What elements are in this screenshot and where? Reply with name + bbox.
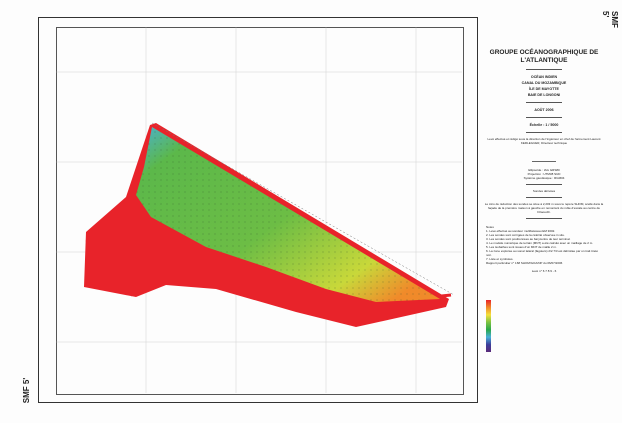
region-line: BAIE DE LONGONI <box>527 93 561 97</box>
sheet-id-bottom: SMF 5' <box>22 377 32 404</box>
geodesy-line: Projection : UTM38 SUD <box>527 172 561 176</box>
bathymetry-map <box>56 27 462 393</box>
notes-title: Notes <box>486 225 494 229</box>
depth-color-scale <box>486 300 491 352</box>
note-item: 2. Les sondes sont corrigées de la célér… <box>486 233 565 237</box>
title-block: GROUPE OCÉANOGRAPHIQUE DE L'ATLANTIQUE O… <box>478 17 610 401</box>
map-outer-frame <box>38 17 478 403</box>
datum-note: Le zéro de réduction des sondes se situe… <box>484 202 604 214</box>
note-item: Rapport particulier n° 168 SHOM/GOA/NP d… <box>486 261 563 265</box>
geodesy-line: Système géodésique : RGM04 <box>523 176 565 180</box>
signature <box>532 151 556 162</box>
sonar-limit-line <box>151 122 455 296</box>
map-scale: Échelle : 1 / 5000 <box>529 123 559 127</box>
map-inner-frame <box>56 27 464 395</box>
survey-reference: Levé n° 6 7 8 9 - 6 <box>531 269 557 273</box>
note-item: 7. Liste et symboles. <box>486 257 514 261</box>
divider <box>526 69 562 70</box>
survey-credit: Levé effectué et rédigé sous la directio… <box>487 137 601 145</box>
survey-date: AOÛT 2006 <box>534 108 554 112</box>
note-item: 4. Le modèle numérique de terrain (MNT) … <box>486 241 594 245</box>
divider <box>526 184 562 185</box>
geodesy-line: Ellipsoïde : IAG GRS80 <box>528 168 560 172</box>
divider <box>526 132 562 133</box>
note-item: 1. Levé effectué au sondeur multifaiscea… <box>486 229 556 233</box>
divider <box>526 117 562 118</box>
sheet-id-top: SMF 5' <box>601 11 619 28</box>
note-item: 3. Les sondes sont positionnées au baryc… <box>486 237 571 241</box>
divider <box>526 197 562 198</box>
note-item: 6. La zone explorée au sonar latéral (fa… <box>486 249 598 257</box>
soundings-label: Sondes dérivées <box>532 189 556 193</box>
region-line: CANAL DU MOZAMBIQUE <box>521 81 567 85</box>
region-line: OCÉAN INDIEN <box>530 75 558 79</box>
region-line: ÎLE DE MAYOTTE <box>529 87 559 91</box>
note-item: 5. Les isobathes sont issues d'un MNT de… <box>486 245 557 249</box>
organization-title: GROUPE OCÉANOGRAPHIQUE DE L'ATLANTIQUE <box>489 49 599 64</box>
divider <box>526 102 562 103</box>
sounding-points <box>136 127 440 302</box>
divider <box>526 218 562 219</box>
